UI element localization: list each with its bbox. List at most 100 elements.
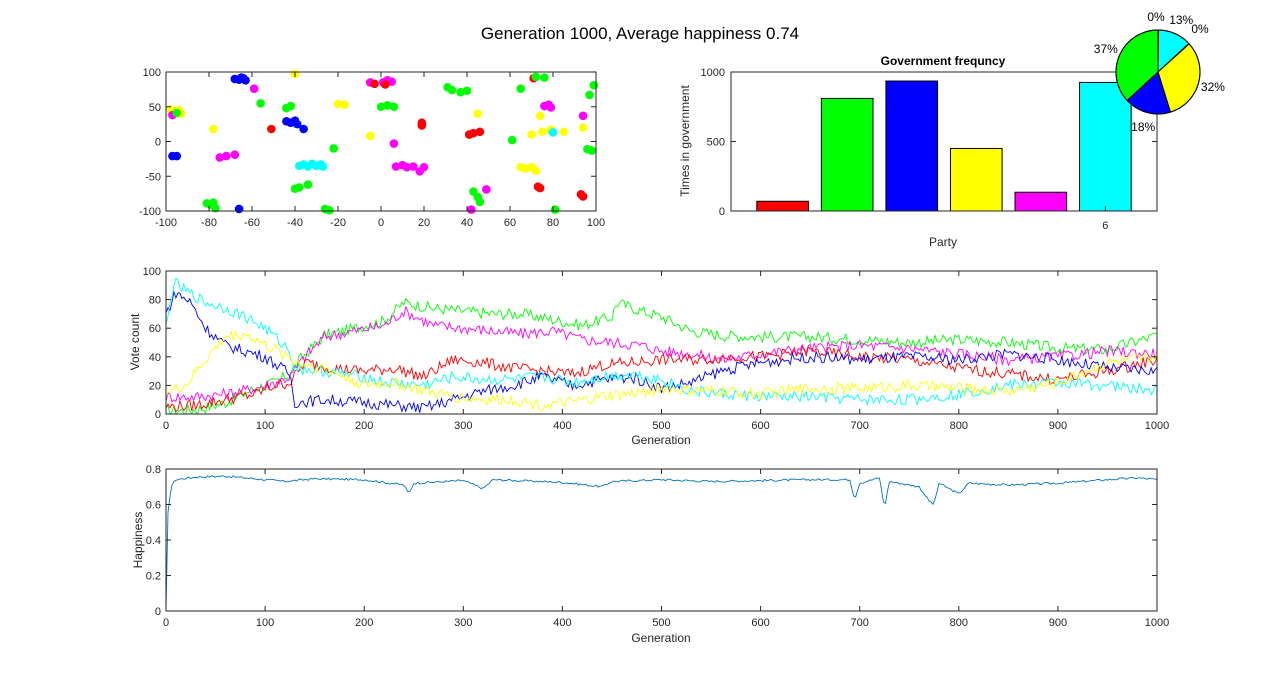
pie-label: 13% <box>1169 13 1193 27</box>
scatter-point <box>535 183 545 193</box>
scatter-point <box>520 164 530 173</box>
scatter-point <box>467 205 476 214</box>
y-tick-label: 40 <box>149 352 161 364</box>
bar <box>949 147 1003 212</box>
scatter-point <box>447 85 457 95</box>
x-tick-label: 40 <box>461 217 473 229</box>
y-tick-label: 0.4 <box>146 535 161 547</box>
scatter-point <box>587 146 596 155</box>
scatter-point <box>578 123 588 132</box>
scatter-point <box>387 77 397 87</box>
scatter-point <box>329 144 339 153</box>
bar-marks <box>756 80 1132 212</box>
x-tick-label: -60 <box>244 217 260 229</box>
x-tick-label: 800 <box>950 420 968 432</box>
x-tick-label: 200 <box>355 617 373 629</box>
x-tick-label: 700 <box>851 617 869 629</box>
x-tick-label: -80 <box>201 217 217 229</box>
pie-chart-panel: 0% 13%0%32%18%37% <box>1094 10 1226 134</box>
scatter-point <box>473 109 483 118</box>
bar <box>1014 191 1068 212</box>
bar <box>1079 81 1132 212</box>
pie-labels: 0% 13%0%32%18%37% <box>1094 10 1226 134</box>
y-tick-label: 0.6 <box>146 500 161 512</box>
x-tick-label: 80 <box>547 217 559 229</box>
scatter-point <box>209 198 218 207</box>
scatter-point <box>234 204 244 214</box>
x-tick-label: 500 <box>652 420 670 432</box>
bar <box>756 200 809 212</box>
happiness-ylabel: Happiness <box>131 512 145 569</box>
series-line <box>165 305 1158 403</box>
y-tick-label: 20 <box>149 380 161 392</box>
scatter-point <box>172 151 182 161</box>
pie-label: 18% <box>1131 120 1155 134</box>
x-tick-label: 800 <box>950 617 968 629</box>
scatter-point <box>256 98 265 108</box>
series-line <box>165 475 1158 611</box>
x-tick-label: 300 <box>454 617 472 629</box>
x-tick-label: 500 <box>652 617 670 629</box>
scatter-point <box>286 101 296 111</box>
x-tick-label: 300 <box>454 420 472 432</box>
scatter-point <box>527 130 536 139</box>
vote-series <box>165 277 1158 415</box>
x-tick-label: 200 <box>355 420 373 432</box>
pie-label: 0% <box>1147 10 1165 24</box>
pie-label: 37% <box>1094 42 1118 56</box>
happiness-xlabel: Generation <box>631 631 690 645</box>
scatter-axes-box <box>165 71 597 212</box>
pie-slices <box>1115 29 1201 115</box>
scatter-point <box>370 79 379 89</box>
scatter-point <box>389 102 399 112</box>
bar-ylabel: Times in government <box>678 85 692 197</box>
x-tick-label: -100 <box>155 217 177 229</box>
x-tick-label: 700 <box>851 420 869 432</box>
series-line <box>165 346 1158 413</box>
x-tick-label: 0 <box>163 617 169 629</box>
y-tick-label: 0 <box>155 137 161 149</box>
bar-xlabel: Party <box>929 235 957 249</box>
vote-ylabel: Vote count <box>128 313 142 370</box>
scatter-point <box>365 131 375 141</box>
scatter-point <box>325 206 334 215</box>
figure-suptitle: Generation 1000, Average happiness 0.74 <box>481 24 799 43</box>
y-tick-label: 0.2 <box>146 571 161 583</box>
scatter-point <box>589 80 599 90</box>
series-line <box>165 329 1158 412</box>
scatter-point <box>456 87 465 97</box>
vote-xlabel: Generation <box>631 433 690 447</box>
scatter-point <box>209 124 218 134</box>
scatter-point <box>408 162 418 171</box>
scatter-point <box>537 127 547 137</box>
bar <box>885 80 939 212</box>
x-tick-label: -40 <box>287 217 303 229</box>
x-tick-label: 100 <box>256 617 274 629</box>
x-tick-label: -20 <box>330 217 346 229</box>
y-tick-label: 100 <box>143 67 161 79</box>
scatter-point <box>531 166 541 175</box>
pie-label: 0% <box>1191 22 1209 36</box>
y-tick-label: 0 <box>155 409 161 421</box>
scatter-point <box>267 124 276 134</box>
x-tick-label: 100 <box>587 217 605 229</box>
series-line <box>165 297 1158 415</box>
y-tick-label: 0 <box>719 206 725 218</box>
vote-ticks: 0 100 200 300 400 500 600 700 800 900 1000 0 20 40 60 8… <box>143 266 1170 432</box>
scatter-point <box>215 153 225 162</box>
y-tick-label: 0 <box>155 606 161 618</box>
bar-ticks: 0 500 1000 6 <box>701 67 1157 232</box>
scatter-plot-panel: -100 -80 -60 -40 -20 0 20 40 60 80 100 -100 -50 0 50 10… <box>139 67 605 229</box>
x-tick-label: 6 <box>1102 220 1108 232</box>
scatter-point <box>419 162 429 172</box>
scatter-point <box>516 84 526 93</box>
scatter-point <box>389 139 399 148</box>
scatter-point <box>333 99 343 109</box>
scatter-point <box>236 73 246 82</box>
scatter-point <box>391 162 401 171</box>
scatter-point <box>546 103 556 112</box>
scatter-point <box>578 111 588 121</box>
government-frequency-panel: Government frequncy 0 500 1000 6 Party Time… <box>678 54 1158 249</box>
vote-count-panel: 0 100 200 300 400 500 600 700 800 900 1000 0 20 40 60 8… <box>128 266 1169 447</box>
scatter-point <box>303 180 313 189</box>
